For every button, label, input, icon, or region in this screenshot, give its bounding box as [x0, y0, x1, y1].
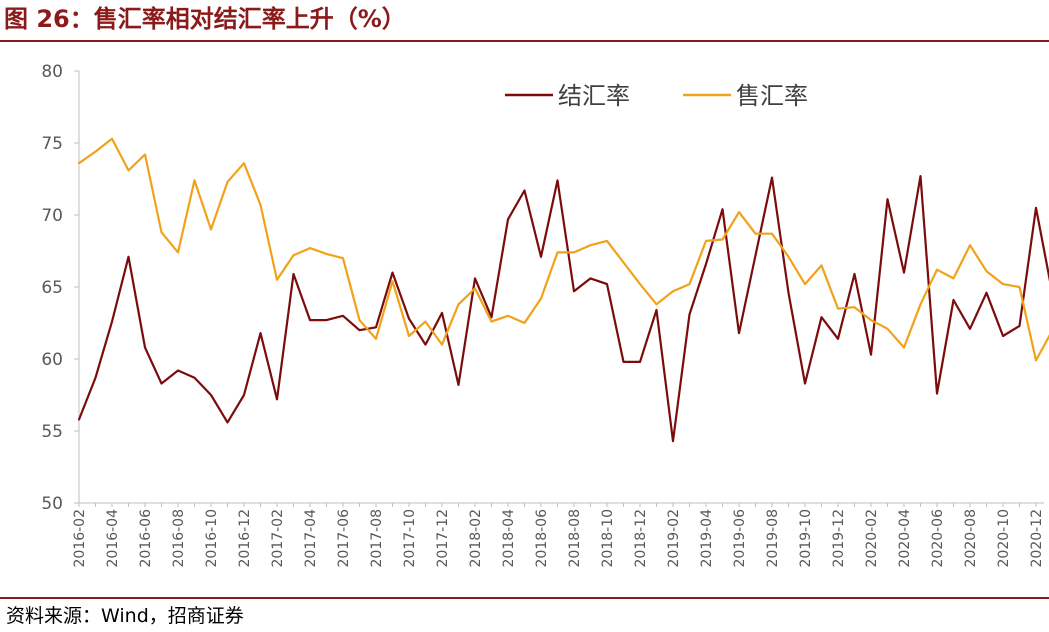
x-tick-label: 2017-10: [402, 509, 418, 568]
x-tick-label: 2020-10: [996, 509, 1012, 568]
x-tick-label: 2017-02: [270, 509, 286, 568]
source-note: 资料来源：Wind，招商证券: [6, 605, 244, 627]
x-tick-label: 2018-02: [468, 509, 484, 568]
x-tick-label: 2019-06: [732, 509, 748, 568]
x-tick-label: 2020-06: [930, 509, 946, 568]
x-tick-label: 2017-06: [336, 509, 352, 568]
x-axis: 2016-02 2016-04 2016-06 2016-08 2016-10 2016-…: [72, 502, 1045, 568]
y-tick-label: 50: [41, 494, 63, 514]
series-line-1: [77, 175, 1049, 443]
legend: 结汇率 售汇率: [505, 82, 808, 110]
x-tick-label: 2019-04: [699, 509, 715, 568]
x-tick-label: 2017-08: [369, 509, 385, 568]
legend-label-2: 售汇率: [736, 82, 808, 110]
x-tick-label: 2016-08: [171, 509, 187, 568]
x-tick-label: 2016-10: [204, 509, 220, 568]
x-tick-label: 2018-12: [633, 509, 649, 568]
x-tick-label: 2017-04: [303, 509, 319, 568]
x-tick-label: 2018-04: [501, 509, 517, 568]
x-tick-label: 2016-12: [237, 509, 253, 568]
series-line-2: [77, 137, 1049, 362]
title-divider: [0, 40, 1049, 42]
source-divider: [0, 597, 1049, 599]
x-tick-label: 2020-04: [897, 509, 913, 568]
y-tick-label: 80: [41, 62, 63, 82]
x-tick-label: 2019-10: [798, 509, 814, 568]
legend-label-1: 结汇率: [558, 82, 630, 110]
y-axis: 50 55 60 65 70 75 80: [41, 62, 80, 514]
y-tick-label: 70: [41, 206, 63, 226]
y-tick-label: 55: [41, 422, 63, 442]
x-tick-label: 2016-06: [138, 509, 154, 568]
x-tick-label: 2020-02: [864, 509, 880, 568]
x-tick-label: 2016-02: [72, 509, 88, 568]
x-tick-label: 2018-08: [567, 509, 583, 568]
x-tick-label: 2019-02: [666, 509, 682, 568]
x-tick-label: 2019-08: [765, 509, 781, 568]
y-tick-label: 60: [41, 350, 63, 370]
x-tick-label: 2020-08: [963, 509, 979, 568]
x-tick-label: 2019-12: [831, 509, 847, 568]
x-tick-label: 2016-04: [105, 509, 121, 568]
x-tick-label: 2017-12: [435, 509, 451, 568]
x-tick-label: 2018-06: [534, 509, 550, 568]
y-tick-label: 75: [41, 134, 63, 154]
series-layer: [77, 137, 1049, 443]
figure-title: 图 26：售汇率相对结汇率上升（%）: [4, 5, 406, 33]
y-tick-label: 65: [41, 278, 63, 298]
x-tick-label: 2018-10: [600, 509, 616, 568]
x-tick-label: 2020-12: [1029, 509, 1045, 568]
